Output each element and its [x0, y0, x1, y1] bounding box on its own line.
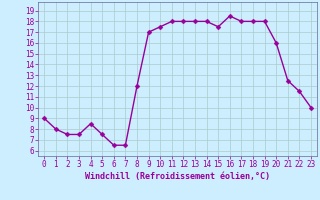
X-axis label: Windchill (Refroidissement éolien,°C): Windchill (Refroidissement éolien,°C) — [85, 172, 270, 181]
